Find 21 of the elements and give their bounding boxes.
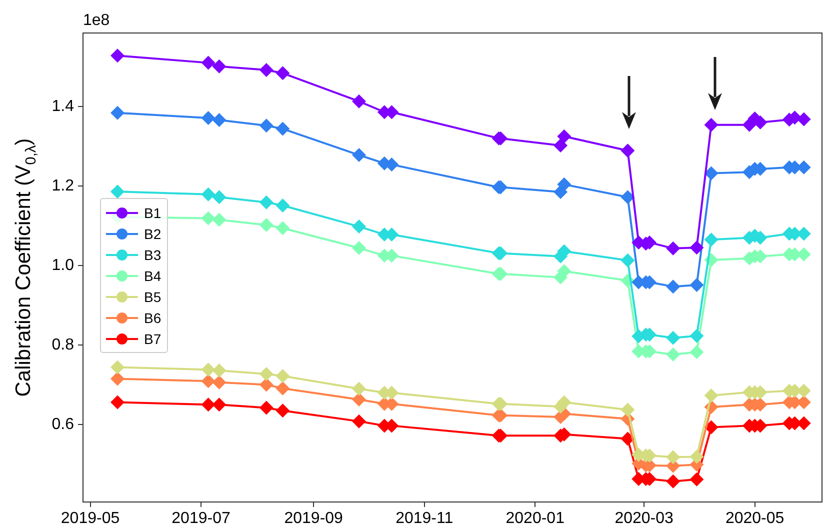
- x-tick-label: 2019-09: [284, 510, 344, 528]
- legend-label: B7: [144, 330, 162, 346]
- text: 1e8: [83, 12, 110, 29]
- legend-label: B5: [144, 288, 162, 304]
- legend-label: B6: [144, 310, 162, 326]
- y-tick-label: 1.2: [52, 177, 74, 194]
- y-tick-label: 0.8: [52, 336, 74, 354]
- y-tick-label: 0.6: [52, 416, 74, 433]
- x-tick-label: 2019-07: [172, 510, 230, 528]
- x-tick-label: 2020-05: [725, 510, 784, 528]
- x-tick-label: 2020-01: [506, 510, 565, 528]
- legend-label: B1: [144, 204, 162, 220]
- x-tick-label: 2019-05: [60, 510, 120, 528]
- y-tick-label: 1.0: [52, 256, 74, 274]
- x-tick-label: 2020-03: [614, 510, 674, 528]
- y-tick-label: 1.4: [52, 98, 74, 115]
- x-tick-label: 2019-11: [396, 510, 454, 528]
- legend-label: B4: [144, 268, 162, 284]
- legend-label: B2: [144, 226, 162, 242]
- y-axis-title: Calibration Coefficient (V0,λ): [12, 138, 40, 397]
- legend-label: B3: [144, 246, 162, 262]
